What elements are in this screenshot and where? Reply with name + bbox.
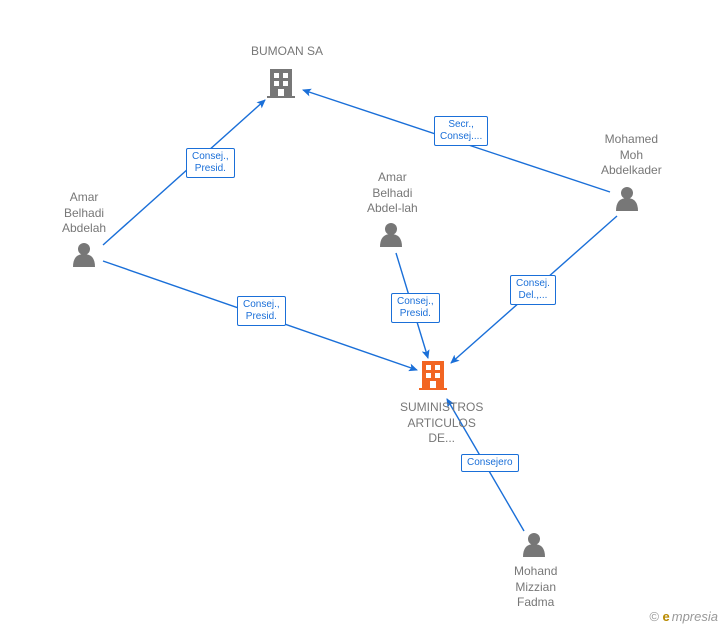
company-node-bumoan[interactable] (267, 69, 295, 98)
edge-label-amar_abdelah-bumoan: Consej.,Presid. (186, 148, 235, 178)
person-node-amar_abdel_lah[interactable] (380, 223, 402, 247)
person-node-mohamed[interactable] (616, 187, 638, 211)
company-node-suministros[interactable] (419, 361, 447, 390)
edge-label-mohand-suministros: Consejero (461, 454, 519, 472)
edge-label-amar_abdelah-suministros: Consej.,Presid. (237, 296, 286, 326)
edge-label-mohamed-bumoan: Secr.,Consej.... (434, 116, 488, 146)
node-label-bumoan: BUMOAN SA (251, 44, 323, 60)
node-label-amar_abdel_lah: AmarBelhadiAbdel-lah (367, 170, 418, 217)
edge-amar_abdelah-bumoan (103, 100, 265, 245)
edge-label-amar_abdel_lah-suministros: Consej.,Presid. (391, 293, 440, 323)
diagram-canvas (0, 0, 728, 630)
node-label-mohand: MohandMizzianFadma (514, 564, 557, 611)
credit-label: © empresia (649, 609, 718, 624)
node-label-mohamed: MohamedMohAbdelkader (601, 132, 662, 179)
node-label-amar_abdelah: AmarBelhadiAbdelah (62, 190, 106, 237)
edge-label-mohamed-suministros: Consej.Del.,... (510, 275, 556, 305)
person-node-mohand[interactable] (523, 533, 545, 557)
person-node-amar_abdelah[interactable] (73, 243, 95, 267)
node-label-suministros: SUMINISTROSARTICULOSDE... (400, 400, 483, 447)
